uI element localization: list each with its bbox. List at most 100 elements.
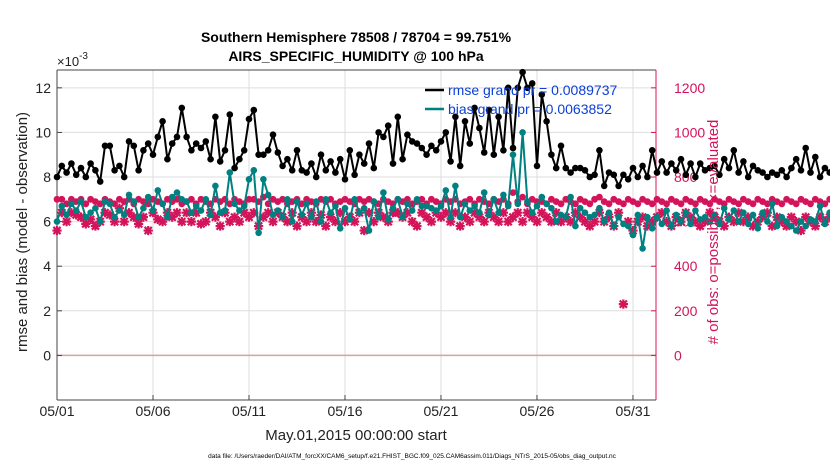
series-obs_evaluated-point (810, 221, 820, 231)
series-rmse-point (428, 142, 435, 150)
series-bias-point (572, 222, 579, 230)
series-rmse-point (336, 155, 344, 163)
series-rmse-point (317, 151, 325, 158)
series-obs_possible-point (245, 195, 253, 203)
series-rmse-point (202, 138, 210, 145)
series-obs_possible-point (226, 200, 234, 208)
series-obs_evaluated-point (517, 217, 528, 227)
series-obs_evaluated-point (613, 208, 624, 218)
series-rmse-point (236, 155, 243, 163)
series-rmse-point (456, 162, 464, 170)
series-bias-point (140, 204, 147, 212)
series-rmse-point (356, 151, 363, 158)
series-bias-point (692, 207, 699, 214)
series-bias-point (480, 189, 488, 196)
series-rmse-point (260, 151, 267, 158)
series-obs_evaluated-point (412, 221, 422, 231)
series-rmse-point (716, 171, 723, 179)
series-obs_evaluated-point (306, 208, 316, 218)
series-obs_evaluated-point (66, 208, 76, 218)
series-bias-point (197, 207, 205, 214)
y-tick-label-left: 12 (35, 80, 51, 96)
series-rmse-point (802, 144, 809, 152)
chart-title-line1: Southern Hemisphere 78508 / 78704 = 99.7… (201, 29, 512, 45)
data-file-footer: data file: /Users/raeder/DAI/ATM_forcXX/… (208, 453, 617, 460)
series-rmse-point (370, 164, 378, 172)
series-bias-point (351, 196, 358, 203)
series-obs_evaluated-point (282, 217, 292, 227)
legend-bias-label: bias grand pr = 0.0063852 (448, 101, 612, 117)
series-bias-point (826, 209, 830, 216)
series-bias-point (504, 202, 512, 210)
series-obs_evaluated-point (695, 221, 705, 231)
series-obs_evaluated-point (215, 221, 225, 231)
series-rmse-point (159, 118, 166, 125)
x-tick-label: 05/26 (519, 403, 554, 419)
series-obs_evaluated-point (705, 208, 715, 218)
series-bias-point (687, 220, 694, 228)
series-rmse-point (250, 106, 258, 114)
series-obs_evaluated-point (767, 221, 777, 231)
series-rmse-point (322, 167, 330, 174)
series-bias-point (125, 191, 133, 199)
series-rmse-point (53, 173, 61, 181)
series-rmse-point (668, 160, 675, 167)
series-bias-point (682, 209, 690, 216)
series-bias-point (706, 218, 714, 225)
series-rmse-point (63, 169, 70, 176)
series-obs_evaluated-point (292, 221, 302, 231)
series-bias-point (744, 220, 752, 228)
series-bias-point (648, 225, 656, 232)
series-bias-point (605, 209, 613, 216)
series-rmse-point (284, 155, 291, 163)
series-obs_evaluated-point (301, 217, 312, 227)
series-obs_evaluated-point (325, 212, 336, 222)
series-bias-point (231, 200, 238, 208)
series-obs_evaluated-point (762, 208, 772, 218)
series-rmse-point (418, 144, 426, 152)
series-rmse-point (240, 147, 248, 154)
series-obs_evaluated-point (229, 212, 240, 222)
series-obs_evaluated-point (489, 212, 499, 222)
series-bias-point (135, 213, 142, 221)
series-rmse-point (821, 164, 829, 172)
series-obs_evaluated-point (551, 208, 561, 218)
series-obs_evaluated-point (604, 212, 614, 222)
series-obs_evaluated-point (753, 217, 763, 227)
series-bias-point (96, 218, 104, 225)
series-obs_evaluated-point (445, 217, 456, 227)
x-tick-label: 05/11 (232, 403, 266, 419)
series-bias-point (730, 207, 738, 214)
series-bias-point (159, 200, 166, 208)
series-rmse-point (452, 113, 459, 121)
series-bias-point (384, 216, 392, 223)
series-bias-point (389, 204, 397, 212)
series-obs_evaluated-point (537, 208, 547, 218)
series-rmse-point (375, 129, 382, 136)
series-obs_evaluated-point (162, 208, 172, 218)
series-rmse-point (274, 149, 282, 156)
series-rmse-point (192, 140, 200, 147)
series-obs_possible-point (327, 195, 334, 203)
series-rmse-point (788, 164, 795, 172)
series-obs_evaluated-point (455, 221, 465, 231)
series-rmse-point (58, 162, 66, 170)
y-tick-label-right: 0 (674, 347, 682, 363)
series-obs_possible-point (826, 195, 830, 203)
series-rmse-point (183, 133, 190, 141)
series-bias-point (701, 213, 709, 221)
series-obs_evaluated-point (100, 208, 110, 218)
series-bias-point (317, 218, 325, 225)
series-obs_evaluated-point (133, 219, 144, 229)
series-rmse-point (207, 155, 214, 163)
series-bias-point (202, 196, 210, 203)
series-bias-point (221, 207, 229, 214)
series-rmse-point (826, 169, 830, 176)
series-bias-point (120, 211, 128, 219)
series-rmse-point (744, 173, 752, 181)
series-rmse-point (442, 129, 450, 136)
series-obs_evaluated-point (181, 208, 192, 218)
series-bias-point (581, 209, 589, 216)
